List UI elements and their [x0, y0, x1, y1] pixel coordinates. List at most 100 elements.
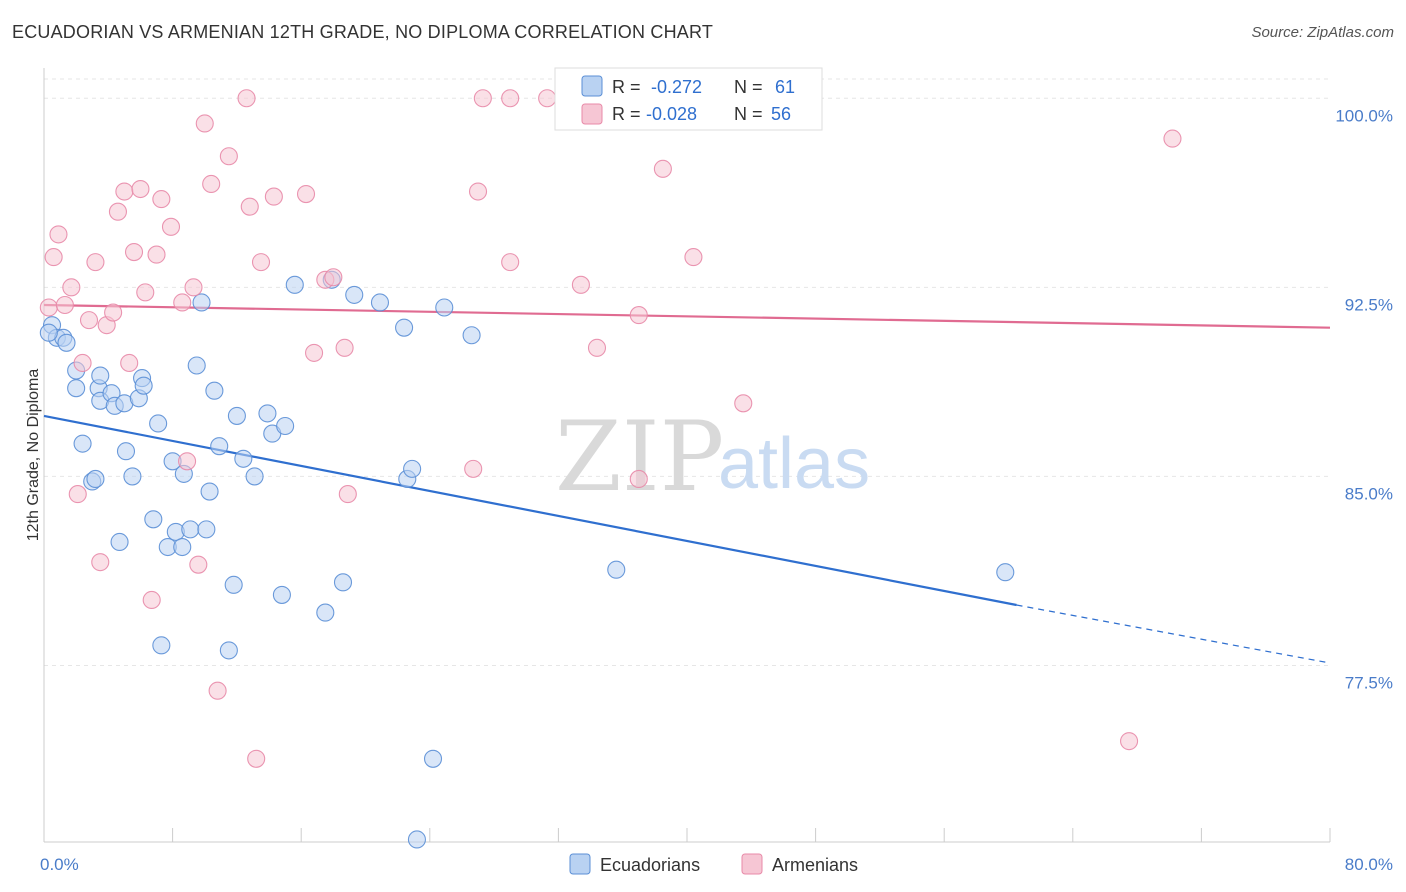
point-ecuadorians-23 — [152, 636, 171, 655]
series-legend-label-ecuadorians: Ecuadorians — [600, 855, 700, 875]
point-armenians-29 — [219, 147, 238, 166]
point-armenians-12 — [108, 202, 127, 221]
point-armenians-14 — [120, 353, 139, 373]
point-armenians-34 — [264, 187, 283, 206]
point-armenians-53 — [734, 394, 753, 413]
axes: 100.0% 92.5% 85.0% 77.5% 0.0% 80.0% 12th Grade… — [25, 68, 1393, 874]
trend-line-ecuadorians — [43, 414, 1017, 607]
point-armenians-36 — [305, 343, 324, 362]
point-ecuadorians-59 — [996, 563, 1015, 582]
point-ecuadorians-43 — [276, 416, 295, 436]
point-ecuadorians-49 — [345, 285, 364, 304]
point-armenians-39 — [335, 338, 354, 357]
point-armenians-1 — [44, 248, 63, 267]
point-armenians-0 — [39, 298, 58, 317]
point-armenians-6 — [73, 353, 92, 373]
point-armenians-23 — [178, 452, 197, 471]
legend-n-value-ecuadorians: 61 — [775, 77, 795, 97]
point-ecuadorians-50 — [370, 293, 390, 312]
point-ecuadorians-35 — [210, 437, 229, 456]
legend-r-value-ecuadorians: -0.272 — [651, 77, 702, 97]
point-ecuadorians-30 — [187, 356, 206, 375]
point-ecuadorians-38 — [227, 406, 246, 425]
point-armenians-2 — [49, 225, 68, 244]
point-ecuadorians-17 — [123, 467, 142, 486]
point-armenians-8 — [86, 253, 105, 272]
x-tick-label-0: 0.0% — [40, 855, 79, 874]
point-armenians-33 — [251, 253, 271, 272]
point-armenians-35 — [296, 185, 316, 204]
chart-title: ECUADORIAN VS ARMENIAN 12TH GRADE, NO DI… — [12, 22, 714, 42]
legend-r-value-armenians: -0.028 — [646, 104, 697, 124]
trend-line-extension-ecuadorians — [1016, 604, 1331, 664]
point-ecuadorians-54 — [423, 749, 443, 768]
point-armenians-24 — [184, 278, 203, 297]
point-ecuadorians-21 — [144, 510, 163, 529]
point-armenians-46 — [538, 89, 557, 108]
point-ecuadorians-14 — [110, 532, 129, 552]
point-ecuadorians-44 — [272, 585, 291, 604]
point-armenians-42 — [468, 182, 488, 201]
point-ecuadorians-33 — [200, 482, 219, 501]
watermark-atlas: atlas — [718, 424, 870, 504]
stats-legend: R = -0.272 N = 61 R = -0.028 N = 56 — [554, 67, 823, 131]
legend-swatch-ecuadorians — [581, 75, 603, 97]
point-ecuadorians-32 — [197, 520, 216, 539]
point-armenians-54 — [1120, 732, 1139, 751]
watermark: ZIP atlas — [555, 401, 870, 513]
point-armenians-48 — [587, 338, 607, 357]
point-ecuadorians-34 — [205, 381, 224, 400]
point-armenians-3 — [55, 295, 74, 315]
point-ecuadorians-20 — [134, 376, 153, 395]
legend-swatch-armenians — [581, 103, 603, 125]
point-ecuadorians-9 — [86, 469, 105, 489]
point-ecuadorians-56 — [462, 326, 481, 345]
point-armenians-49 — [629, 306, 648, 325]
point-armenians-16 — [131, 179, 150, 199]
point-armenians-11 — [104, 303, 123, 322]
series-legend-label-armenians: Armenians — [772, 855, 858, 875]
watermark-zip: ZIP — [555, 401, 724, 513]
point-ecuadorians-58 — [607, 560, 626, 579]
point-armenians-31 — [237, 89, 256, 108]
point-ecuadorians-36 — [219, 641, 238, 660]
point-armenians-27 — [202, 174, 221, 194]
legend-r-label-ecuadorians: R = — [612, 77, 641, 97]
x-tick-label-1: 80.0% — [1345, 855, 1393, 874]
point-armenians-9 — [91, 553, 110, 572]
point-armenians-32 — [247, 749, 266, 768]
point-ecuadorians-45 — [285, 275, 304, 294]
point-ecuadorians-22 — [149, 414, 168, 433]
point-armenians-25 — [189, 555, 208, 574]
point-armenians-30 — [240, 197, 259, 216]
point-armenians-43 — [473, 89, 492, 108]
point-armenians-26 — [195, 114, 214, 133]
series-legend-swatch-armenians — [741, 853, 763, 875]
trend-lines — [43, 303, 1331, 664]
point-armenians-17 — [136, 283, 155, 302]
point-armenians-22 — [173, 293, 192, 312]
point-armenians-38 — [324, 268, 343, 287]
point-armenians-40 — [338, 485, 357, 504]
point-armenians-52 — [684, 248, 703, 267]
legend-r-label-armenians: R = — [612, 104, 641, 124]
point-armenians-50 — [629, 469, 648, 489]
point-armenians-20 — [152, 190, 171, 209]
point-ecuadorians-39 — [234, 449, 253, 468]
point-ecuadorians-10 — [91, 366, 110, 385]
legend-n-value-armenians: 56 — [771, 104, 791, 124]
point-ecuadorians-51 — [395, 318, 414, 337]
point-ecuadorians-53 — [403, 459, 422, 478]
point-ecuadorians-41 — [258, 404, 277, 423]
point-ecuadorians-6 — [73, 434, 92, 453]
point-armenians-5 — [68, 485, 87, 504]
point-armenians-47 — [571, 275, 590, 294]
point-armenians-55 — [1163, 129, 1182, 148]
y-tick-label-3: 77.5% — [1345, 674, 1393, 693]
data-points — [39, 89, 1182, 849]
y-tick-label-2: 85.0% — [1345, 484, 1393, 503]
point-ecuadorians-4 — [67, 379, 86, 398]
point-ecuadorians-37 — [224, 575, 243, 594]
point-ecuadorians-40 — [245, 467, 264, 486]
point-ecuadorians-57 — [407, 830, 426, 849]
